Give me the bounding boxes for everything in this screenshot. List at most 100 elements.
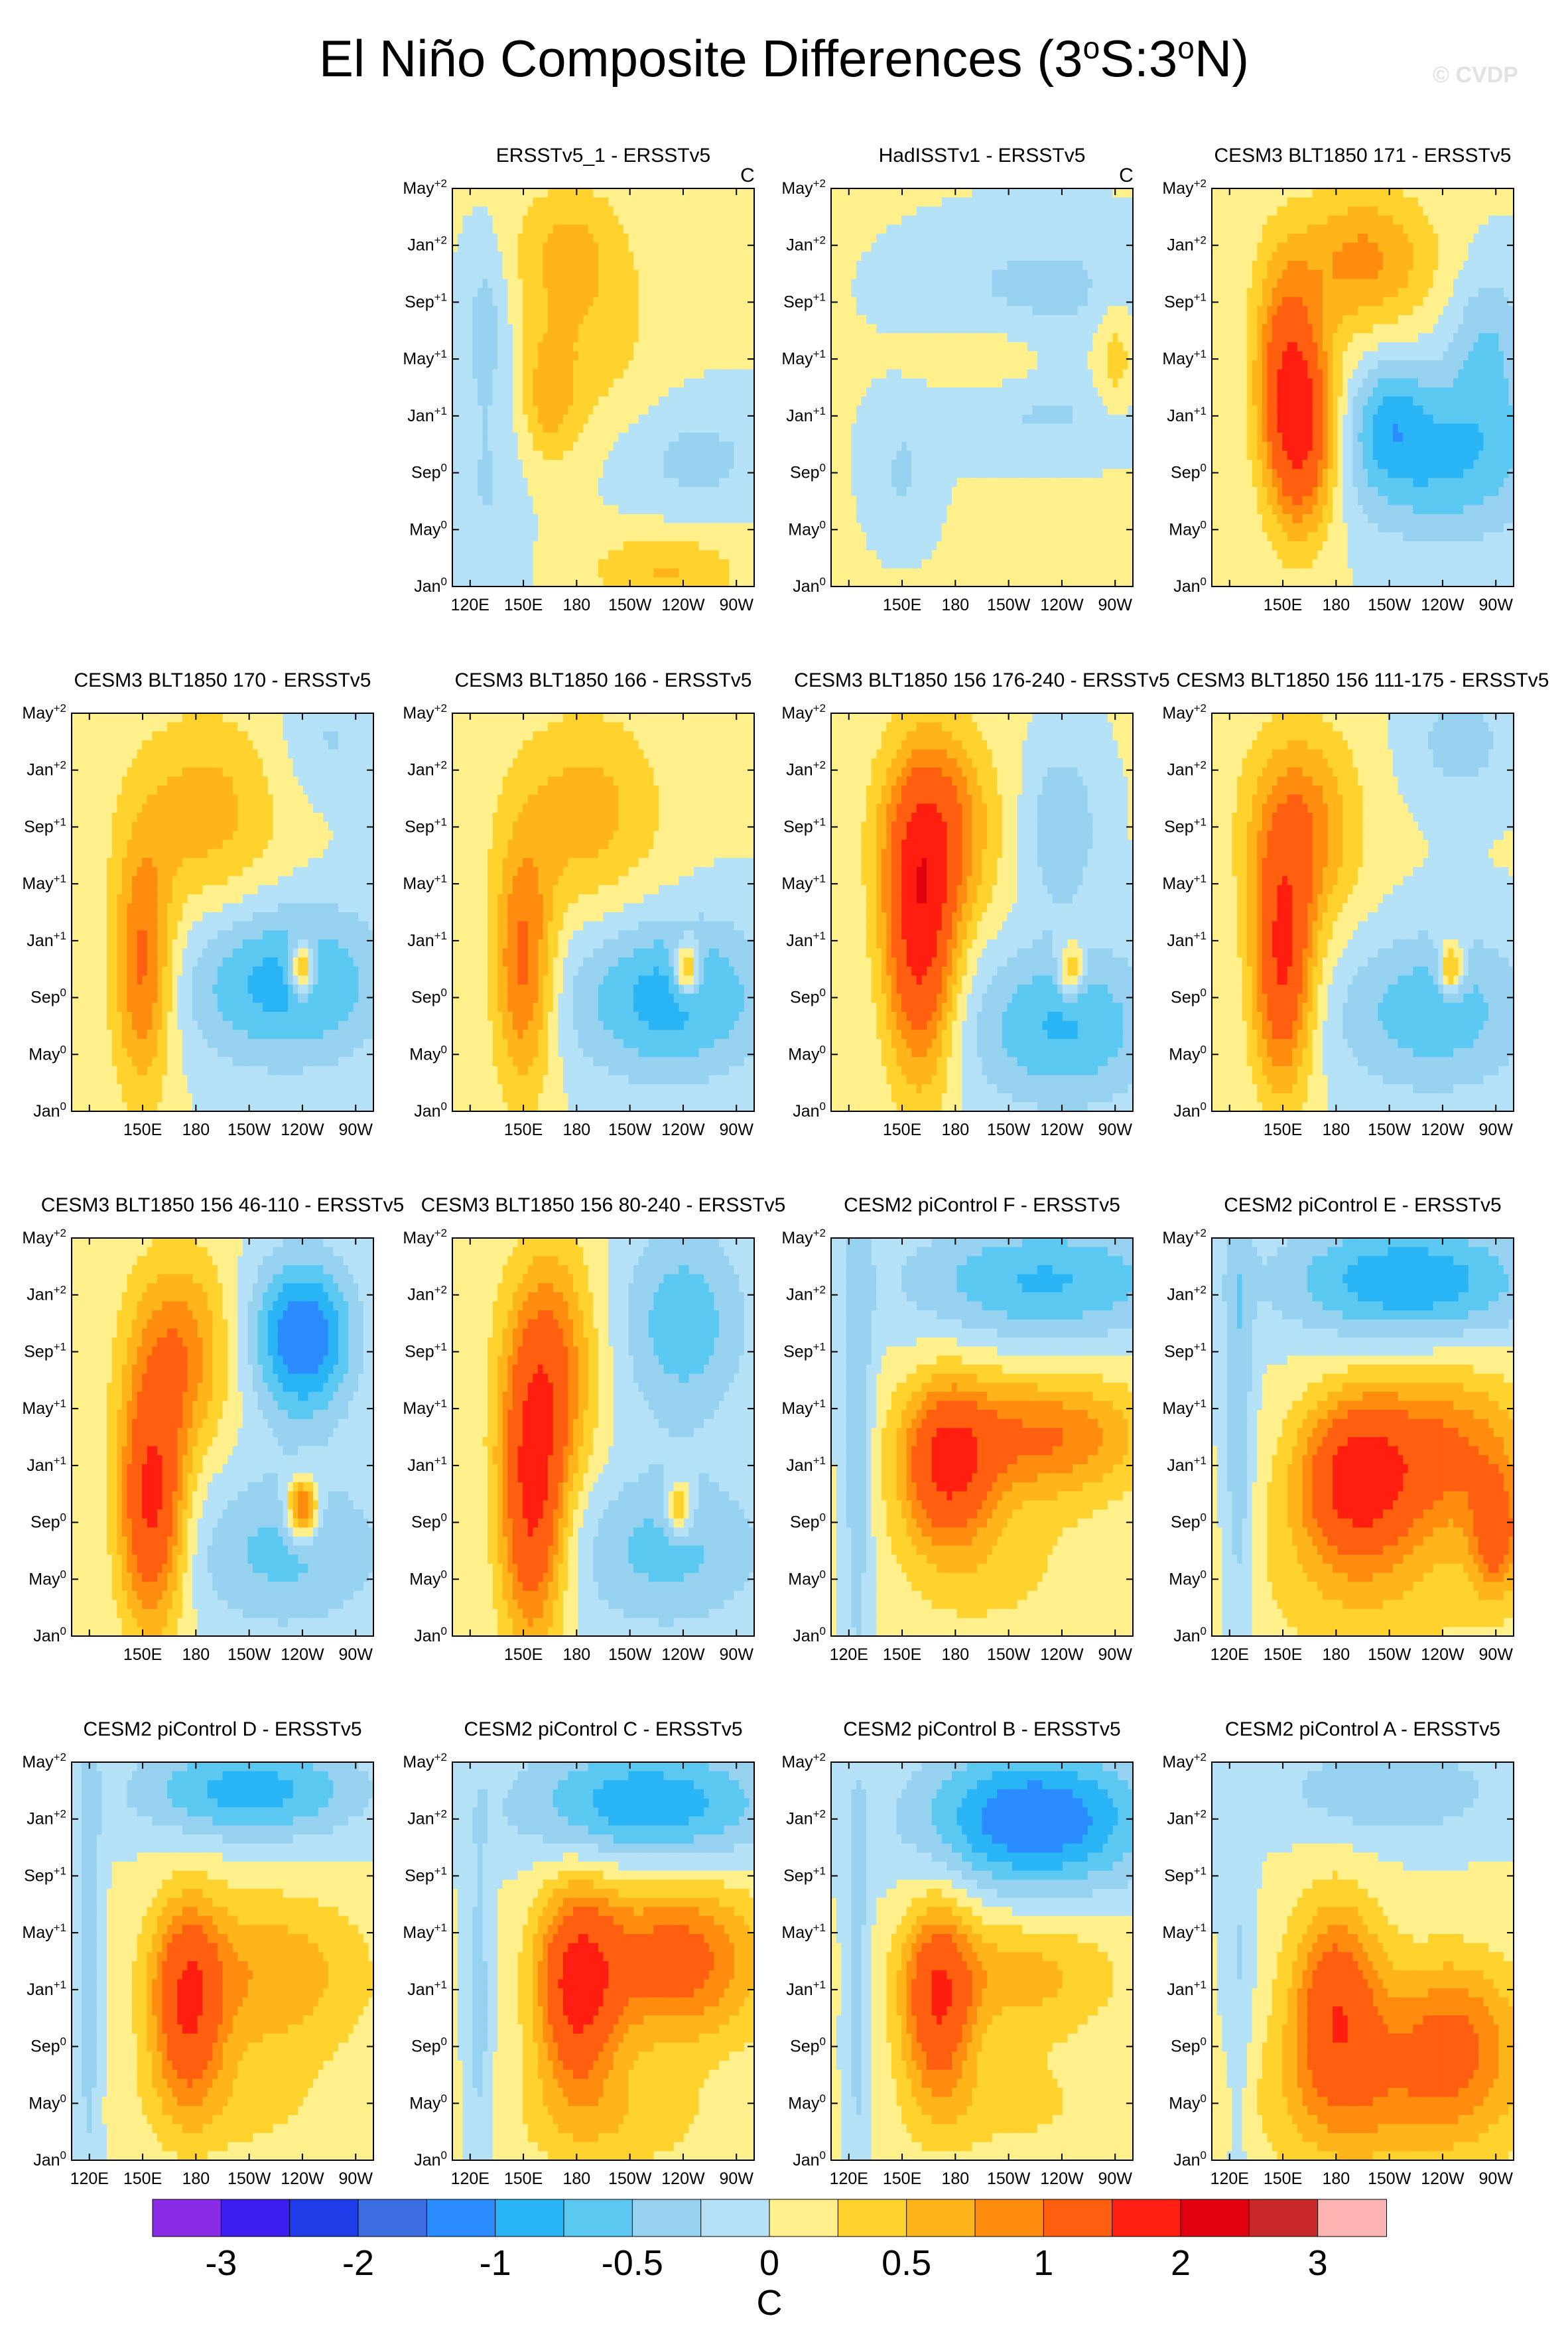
field-cell bbox=[1087, 261, 1093, 271]
field-cell bbox=[1007, 523, 1013, 533]
field-cell bbox=[927, 197, 933, 207]
field-cell bbox=[573, 306, 579, 316]
field-cell bbox=[886, 351, 892, 361]
field-cell bbox=[729, 460, 735, 470]
field-cell bbox=[1122, 234, 1129, 243]
field-cell bbox=[1108, 396, 1114, 406]
field-cell bbox=[452, 441, 458, 452]
field-cell bbox=[1122, 251, 1129, 261]
field-cell bbox=[851, 423, 857, 433]
field-cell bbox=[729, 523, 735, 533]
field-cell bbox=[648, 532, 654, 542]
field-cell bbox=[608, 468, 614, 478]
field-cell bbox=[1047, 234, 1053, 243]
field-cell bbox=[1067, 433, 1073, 443]
field-cell bbox=[987, 378, 993, 388]
field-cell bbox=[1002, 505, 1008, 515]
field-cell bbox=[941, 215, 948, 226]
field-cell bbox=[831, 478, 837, 488]
field-cell bbox=[502, 378, 509, 388]
field-cell bbox=[558, 387, 564, 397]
field-cell bbox=[1042, 460, 1048, 470]
field-cell bbox=[477, 324, 484, 334]
field-cell bbox=[633, 478, 639, 488]
field-cell bbox=[543, 342, 549, 352]
field-cell bbox=[527, 423, 533, 433]
field-cell bbox=[749, 234, 755, 243]
field-cell bbox=[739, 387, 745, 397]
field-cell bbox=[673, 468, 679, 478]
field-cell bbox=[583, 514, 589, 524]
field-cell bbox=[452, 369, 458, 379]
field-cell bbox=[608, 550, 614, 560]
field-cell bbox=[708, 297, 714, 307]
field-cell bbox=[704, 387, 710, 397]
field-cell bbox=[583, 324, 589, 334]
field-cell bbox=[992, 450, 998, 460]
field-cell bbox=[1052, 514, 1058, 524]
field-cell bbox=[527, 433, 533, 443]
field-cell bbox=[729, 306, 735, 316]
field-cell bbox=[1128, 423, 1134, 433]
field-cell bbox=[593, 450, 599, 460]
field-cell bbox=[947, 188, 952, 198]
field-cell bbox=[462, 224, 468, 234]
field-cell bbox=[1128, 333, 1134, 343]
field-cell bbox=[906, 242, 912, 253]
field-cell bbox=[603, 487, 609, 497]
field-cell bbox=[724, 269, 730, 279]
field-cell bbox=[1097, 433, 1104, 443]
field-cell bbox=[562, 423, 569, 433]
field-cell bbox=[618, 505, 624, 515]
field-cell bbox=[533, 441, 539, 452]
field-cell bbox=[513, 487, 519, 497]
field-cell bbox=[623, 505, 629, 515]
field-cell bbox=[608, 450, 614, 460]
field-cell bbox=[507, 487, 513, 497]
field-cell bbox=[1112, 288, 1118, 298]
field-cell bbox=[482, 234, 488, 243]
field-cell bbox=[653, 541, 659, 551]
field-cell bbox=[477, 414, 484, 425]
field-cell bbox=[578, 568, 584, 578]
field-cell bbox=[613, 550, 619, 560]
field-cell bbox=[1027, 188, 1033, 198]
field-cell bbox=[921, 523, 927, 533]
field-cell bbox=[982, 369, 988, 379]
field-cell bbox=[841, 505, 847, 515]
field-cell bbox=[1022, 468, 1028, 478]
field-cell bbox=[1067, 234, 1073, 243]
field-cell bbox=[583, 314, 589, 325]
field-cell bbox=[861, 532, 867, 542]
field-cell bbox=[871, 468, 877, 478]
field-cell bbox=[562, 532, 569, 542]
field-cell bbox=[623, 288, 629, 298]
field-cell bbox=[533, 324, 539, 334]
field-cell bbox=[507, 324, 513, 334]
field-cell bbox=[1122, 269, 1129, 279]
field-cell bbox=[537, 487, 544, 497]
field-cell bbox=[1092, 242, 1098, 253]
field-cell bbox=[846, 306, 852, 316]
field-cell bbox=[734, 423, 740, 433]
field-cell bbox=[1122, 523, 1129, 533]
field-cell bbox=[613, 234, 619, 243]
field-cell bbox=[679, 242, 685, 253]
field-cell bbox=[1037, 261, 1043, 271]
field-cell bbox=[633, 206, 639, 216]
field-cell bbox=[683, 333, 690, 343]
field-cell bbox=[608, 324, 614, 334]
field-cell bbox=[906, 360, 912, 370]
field-cell bbox=[533, 568, 539, 578]
field-cell bbox=[452, 269, 458, 279]
field-cell bbox=[927, 206, 933, 216]
field-cell bbox=[1012, 423, 1018, 433]
field-cell bbox=[952, 387, 958, 397]
field-cell bbox=[618, 414, 624, 425]
field-cell bbox=[851, 523, 857, 533]
field-cell bbox=[457, 224, 463, 234]
field-cell bbox=[603, 396, 609, 406]
field-cell bbox=[598, 279, 604, 289]
field-cell bbox=[972, 369, 978, 379]
field-cell bbox=[952, 396, 958, 406]
